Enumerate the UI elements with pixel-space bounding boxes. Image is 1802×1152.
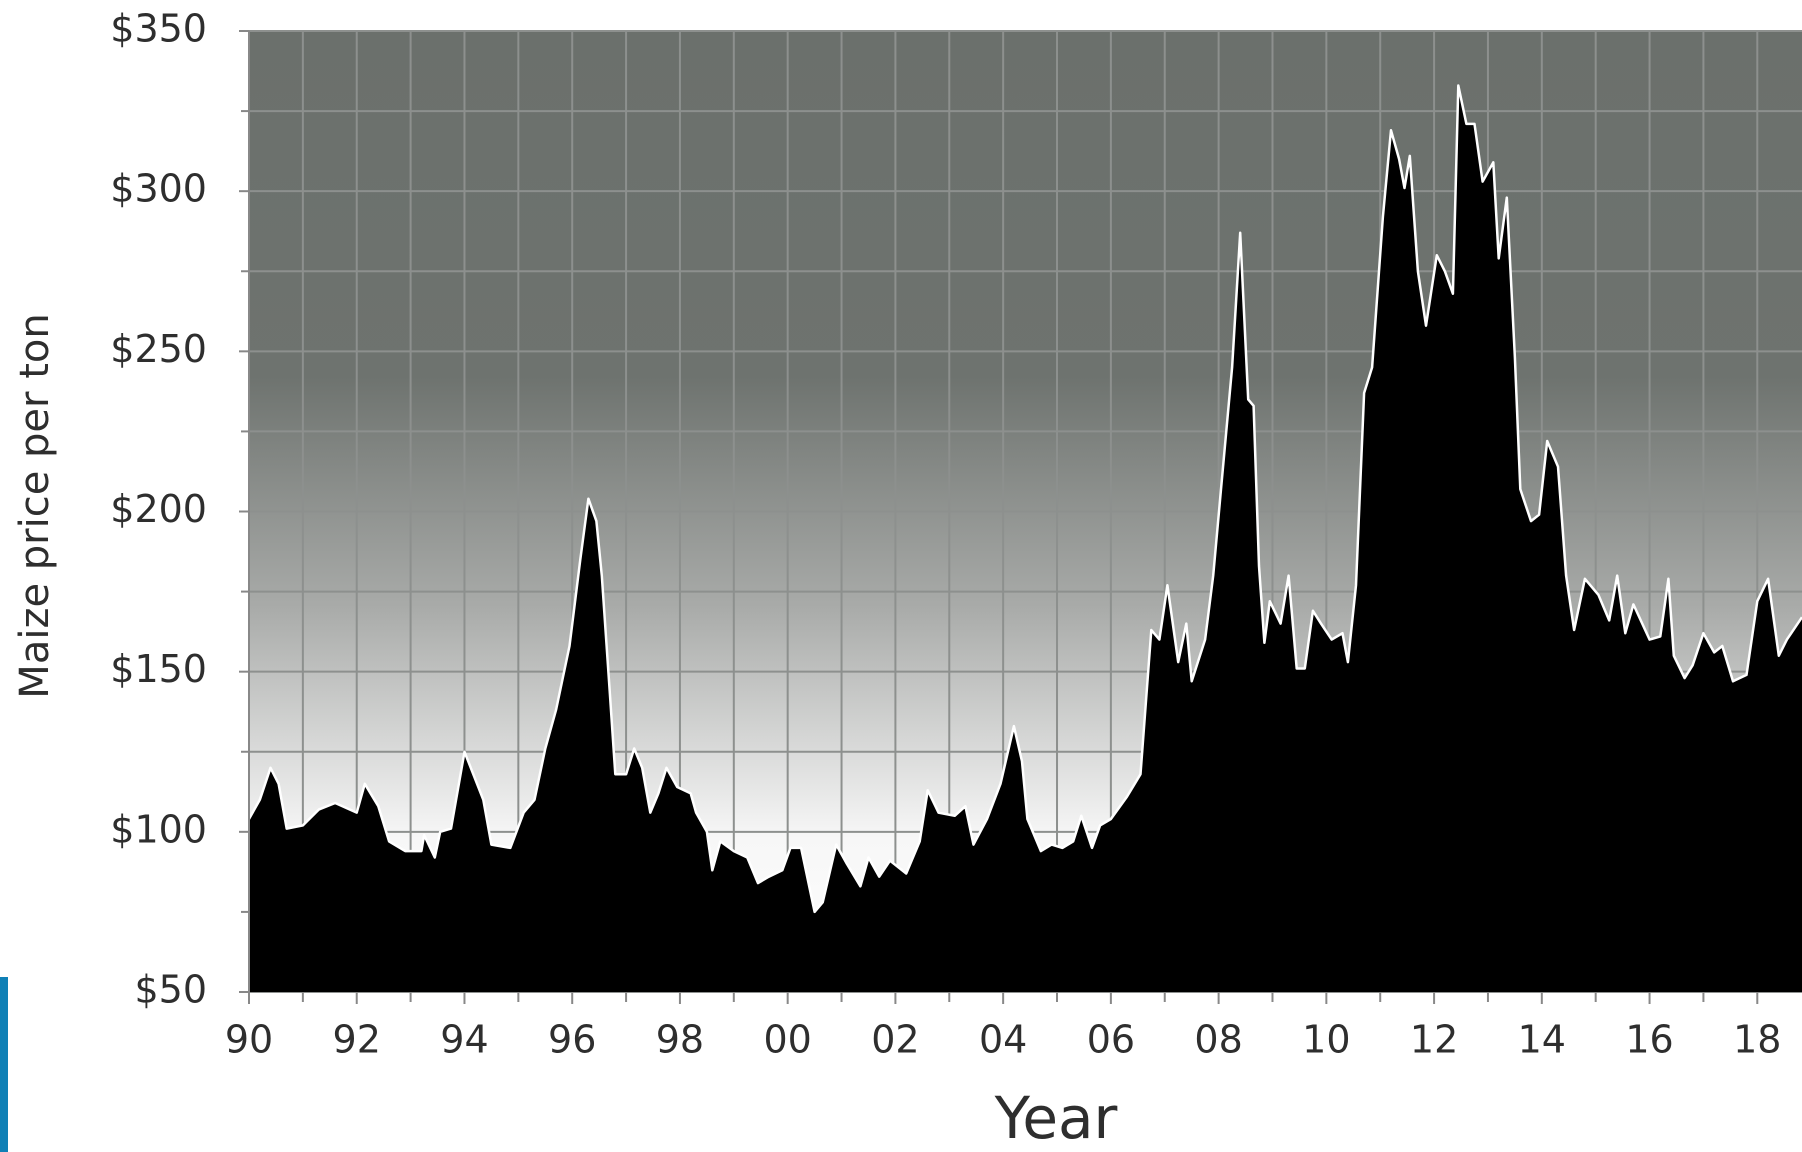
x-tick-label: 08 [1194, 1018, 1242, 1062]
decor-bar [0, 977, 8, 1152]
x-tick-label: 00 [763, 1018, 811, 1062]
x-tick-label: 10 [1302, 1018, 1350, 1062]
marks [247, 84, 1802, 992]
x-tick-label: 02 [871, 1018, 919, 1062]
y-tick-label: $300 [110, 167, 207, 211]
x-tick-label: 96 [548, 1018, 596, 1062]
y-axis-title: Maize price per ton [12, 313, 58, 698]
x-tick-label: 12 [1410, 1018, 1458, 1062]
y-tick-label: $350 [110, 7, 207, 51]
y-tick-label: $150 [110, 647, 207, 691]
y-tick-label: $250 [110, 327, 207, 371]
y-tick-label: $200 [110, 487, 207, 531]
x-tick-label: 92 [333, 1018, 381, 1062]
x-axis-title: Year [994, 1084, 1118, 1152]
area-line [247, 84, 1802, 914]
x-tick-label: 18 [1733, 1018, 1781, 1062]
area [249, 85, 1802, 992]
x-tick-label: 04 [979, 1018, 1027, 1062]
x-tick-label: 06 [1087, 1018, 1135, 1062]
x-tick-label: 16 [1625, 1018, 1673, 1062]
y-tick-label: $50 [134, 968, 207, 1012]
x-tick-label: 90 [225, 1018, 273, 1062]
x-tick-label: 14 [1518, 1018, 1566, 1062]
x-tick-label: 94 [440, 1018, 488, 1062]
axes: $50 $100 $150 $200 $250 $300 $350 90 92 94 96 98 00 0… [110, 7, 1781, 1062]
x-tick-label: 98 [656, 1018, 704, 1062]
y-tick-label: $100 [110, 807, 207, 851]
